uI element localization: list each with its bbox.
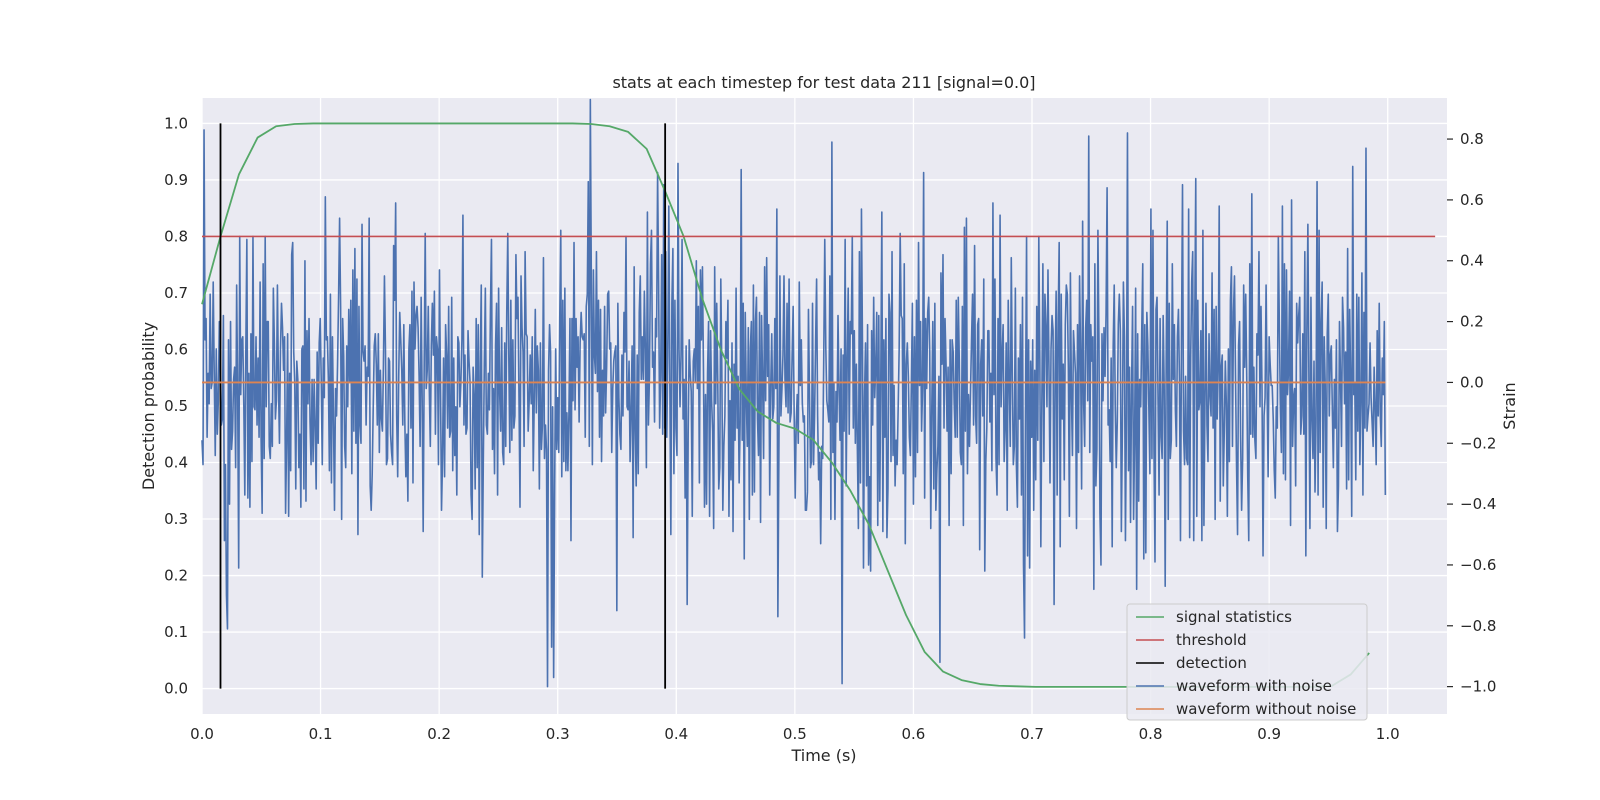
x-axis-label: Time (s) <box>790 746 856 765</box>
legend-box <box>1126 603 1368 721</box>
y-tick-label-0: 0.0 <box>164 680 188 698</box>
x-tick-label-8: 0.8 <box>1139 725 1163 743</box>
y2-tick-label-3: −0.4 <box>1460 495 1496 513</box>
x-tick-label-10: 1.0 <box>1376 725 1400 743</box>
x-tick-label-7: 0.7 <box>1020 725 1044 743</box>
y-tick-label-8: 0.8 <box>164 227 188 245</box>
y2-tick-label-6: 0.2 <box>1460 313 1484 331</box>
y2-tick-label-1: −0.8 <box>1460 617 1496 635</box>
right-axis-ticks: −1.0 −0.8 −0.6 −0.4 −0.2 0.0 0.2 0.4 0.6 0.8 <box>1447 130 1496 696</box>
y2-tick-label-0: −1.0 <box>1460 678 1496 696</box>
y-tick-label-5: 0.5 <box>164 397 188 415</box>
y-axis-label: Detection probability <box>139 322 158 490</box>
y-tick-label-4: 0.4 <box>164 454 188 472</box>
x-tick-label-2: 0.2 <box>427 725 451 743</box>
y-tick-label-9: 0.9 <box>164 171 188 189</box>
y2-tick-label-4: −0.2 <box>1460 434 1496 452</box>
y2-axis-label: Strain <box>1500 382 1519 429</box>
legend-label-detection: detection <box>1176 654 1247 672</box>
x-tick-label-6: 0.6 <box>901 725 925 743</box>
legend-label-waveform-without-noise: waveform without noise <box>1176 700 1356 718</box>
y-tick-label-1: 0.1 <box>164 623 188 641</box>
y-tick-label-10: 1.0 <box>164 114 188 132</box>
x-tick-label-0: 0.0 <box>190 725 214 743</box>
chart-title: stats at each timestep for test data 211… <box>612 73 1035 92</box>
y-tick-label-7: 0.7 <box>164 284 188 302</box>
y-tick-label-3: 0.3 <box>164 510 188 528</box>
x-tick-label-5: 0.5 <box>783 725 807 743</box>
legend-label-signal-statistics: signal statistics <box>1176 608 1292 626</box>
x-tick-label-9: 0.9 <box>1257 725 1281 743</box>
x-axis-ticks: 0.0 0.1 0.2 0.3 0.4 0.5 0.6 0.7 0.8 0.9 1.0 <box>190 725 1400 743</box>
y-axis-ticks: 0.0 0.1 0.2 0.3 0.4 0.5 0.6 0.7 0.8 0.9 1.0 <box>164 114 188 697</box>
legend-label-waveform-with-noise: waveform with noise <box>1176 677 1332 695</box>
y2-tick-label-7: 0.4 <box>1460 252 1484 270</box>
y2-tick-label-9: 0.8 <box>1460 130 1484 148</box>
legend-label-threshold: threshold <box>1176 631 1247 649</box>
y2-tick-label-5: 0.0 <box>1460 373 1484 391</box>
y-tick-label-2: 0.2 <box>164 567 188 585</box>
x-tick-label-3: 0.3 <box>546 725 570 743</box>
series-waveform-with-noise <box>201 98 1387 688</box>
y-tick-label-6: 0.6 <box>164 340 188 358</box>
x-tick-label-1: 0.1 <box>309 725 333 743</box>
x-tick-label-4: 0.4 <box>664 725 688 743</box>
y2-tick-label-8: 0.6 <box>1460 191 1484 209</box>
y2-tick-label-2: −0.6 <box>1460 556 1496 574</box>
legend: signal statistics threshold detection wa… <box>1126 603 1368 721</box>
